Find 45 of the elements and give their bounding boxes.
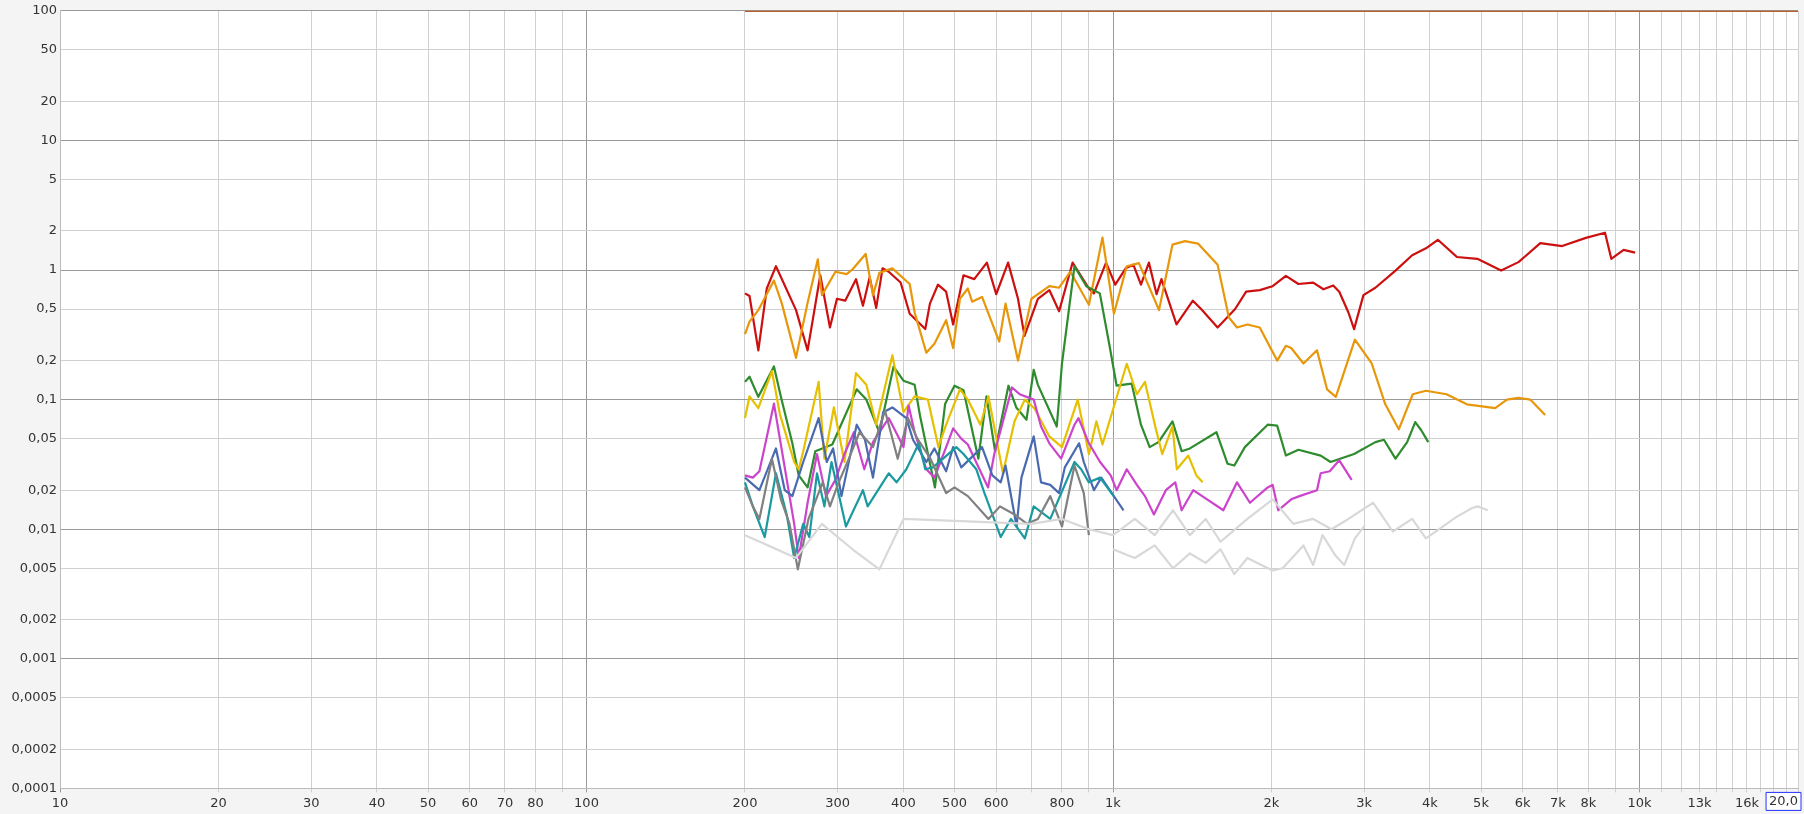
y-tick-label: 0,01 — [28, 520, 57, 536]
y-tick-label: 5 — [48, 170, 57, 186]
y-tick-label: 20 — [40, 92, 57, 108]
y-tick-label: 0,0002 — [11, 740, 57, 756]
x-tick-label: 500 — [942, 794, 967, 810]
y-tick-label: 0,1 — [36, 390, 57, 406]
y-tick-label: 100 — [32, 2, 57, 18]
x-tick-label: 70 — [496, 794, 514, 810]
x-tick-label: 80 — [527, 794, 544, 810]
y-tick-label: 0,2 — [36, 351, 57, 367]
y-tick-label: 0,0001 — [11, 779, 57, 795]
x-tick-label: 3k — [1356, 794, 1373, 810]
y-tick-label: 10 — [40, 131, 57, 147]
y-tick-label: 0,002 — [19, 611, 57, 627]
y-tick-label: 0,05 — [28, 429, 57, 445]
x-tick-label: 8k — [1580, 794, 1597, 810]
y-tick-label: 0,001 — [19, 650, 57, 666]
y-tick-label: 0,5 — [36, 300, 57, 316]
y-tick-label: 0,0005 — [11, 689, 57, 705]
x-tick-label: 30 — [302, 794, 320, 810]
x-tick-label: 200 — [732, 794, 758, 810]
y-tick-label: 50 — [40, 41, 57, 57]
x-tick-label: 50 — [419, 794, 437, 810]
x-tick-label: 13k — [1687, 794, 1712, 810]
text: 20,0 — [1769, 792, 1799, 808]
x-tick-label: 20 — [210, 794, 227, 810]
x-tick-label: 16k — [1734, 794, 1760, 810]
x-tick-label: 7k — [1550, 794, 1567, 810]
x-tick-label: 600 — [983, 794, 1009, 810]
x-tick-label: 4k — [1422, 794, 1439, 810]
x-tick-label: 300 — [825, 794, 851, 810]
x-tick-label: 1k — [1105, 794, 1122, 810]
y-tick-label: 1 — [48, 261, 57, 277]
x-tick-label: 40 — [368, 794, 386, 810]
x-tick-label: 60 — [461, 794, 478, 810]
y-tick-label: 0,02 — [28, 481, 57, 497]
y-tick-label: 0,005 — [19, 559, 57, 575]
x-tick-label: 2k — [1263, 794, 1280, 810]
x-tick-label: 10k — [1627, 794, 1653, 810]
x-tick-label: 6k — [1514, 794, 1532, 810]
y-tick-label: 2 — [48, 222, 57, 238]
x-tick-label: 800 — [1049, 794, 1075, 810]
x-tick-label: 5k — [1473, 794, 1490, 810]
x-tick-label: 400 — [891, 794, 916, 810]
x-tick-label: 100 — [574, 794, 599, 810]
